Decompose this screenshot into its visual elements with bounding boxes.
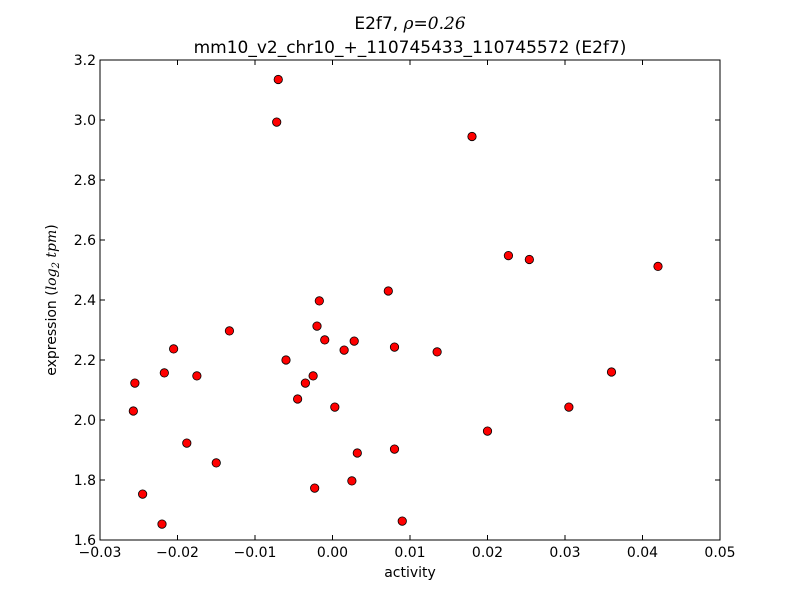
data-point [169,344,179,354]
data-point [606,367,617,377]
data-point [352,448,362,458]
data-point [653,261,663,271]
x-axis-ticks: −0.03 −0.02 −0.01 0.00 0.01 0.02 0.03 0.04 0.05 [79,60,736,561]
chart-title: E2f7, ρ=0.26 [354,14,465,34]
data-point [467,131,477,142]
x-tick-label: 0.05 [704,545,735,561]
data-point [389,444,400,454]
y-axis-label: expression (log2 tpm) [44,224,62,376]
y-tick-label: 2.4 [74,293,96,309]
x-axis-label: activity [384,565,436,581]
x-tick-label: 0.04 [627,545,658,561]
data-point [524,254,534,265]
plot-area [99,59,721,541]
y-tick-label: 2.2 [74,353,96,369]
data-point [157,519,167,529]
data-point [397,516,407,526]
y-tick-label: 2.8 [74,173,96,189]
data-point [314,296,324,306]
data-point [211,458,221,468]
data-point [272,117,282,127]
data-point [273,74,283,85]
x-tick-label: 0.01 [394,545,425,561]
data-point [182,438,192,448]
y-axis-label-unit: tpm [44,230,60,258]
y-axis-label-text: expression [44,300,60,376]
x-tick-label: 0.03 [549,545,580,561]
data-point [482,426,493,436]
y-tick-label: 2.0 [74,413,96,429]
data-points [128,74,663,529]
data-point [503,251,514,261]
chart-title-rho-value: 0.26 [428,14,466,34]
y-tick-label: 1.8 [74,473,96,489]
x-tick-label: 0.00 [317,545,348,561]
data-point [281,355,291,365]
data-point [310,483,320,493]
data-point [192,371,202,381]
data-point [330,402,340,412]
y-tick-label: 2.6 [74,233,96,249]
data-point [138,489,148,499]
data-point [347,476,357,486]
data-point [308,371,318,381]
data-point [349,336,359,346]
chart-title-gene: E2f7 [354,14,392,34]
data-point [224,326,235,336]
data-point [312,321,322,331]
y-tick-label: 3.0 [74,113,96,129]
data-point [320,335,330,345]
data-point [300,378,310,388]
x-tick-label: −0.01 [234,545,277,561]
y-axis-label-log-base: 2 [51,262,62,269]
chart-subtitle: mm10_v2_chr10_+_110745433_110745572 (E2f… [194,38,627,58]
y-axis-ticks: 1.6 1.8 2.0 2.2 2.4 2.6 2.8 3.0 3.2 [74,53,720,549]
chart-title-rho-symbol: ρ [403,14,414,34]
y-tick-label: 1.6 [74,533,96,549]
x-tick-label: −0.03 [79,545,122,561]
x-tick-label: −0.02 [156,545,199,561]
data-point [128,406,138,416]
data-point [383,286,393,296]
data-point [432,347,442,357]
data-point [339,345,349,355]
data-point [130,378,140,388]
y-tick-label: 3.2 [74,53,96,69]
data-point [389,342,400,352]
data-point [159,368,169,378]
data-point [564,402,574,412]
data-point [293,394,303,404]
x-tick-label: 0.02 [472,545,503,561]
